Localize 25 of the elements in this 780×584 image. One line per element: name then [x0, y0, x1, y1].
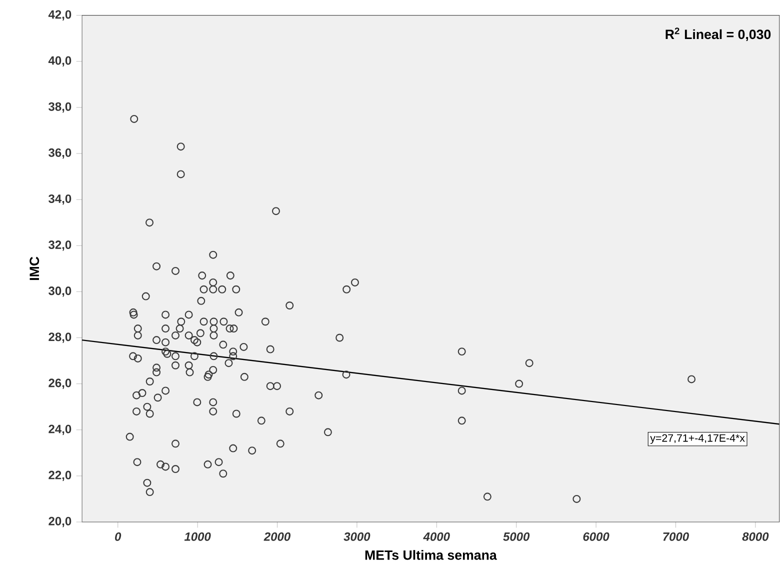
x-axis-title: METs Ultima semana	[365, 550, 497, 560]
annotation: y=27,71+-4,17E-4*x	[650, 434, 745, 444]
x-tick-label: 7000	[663, 532, 689, 541]
y-tick-label: 32,0	[48, 240, 72, 251]
y-tick-label: 42,0	[48, 10, 72, 20]
annotation: R$^{2}$ Lineal = 0,030	[666, 28, 771, 42]
y-axis-title: IMC	[30, 256, 40, 280]
x-tick-label: 3000	[344, 532, 370, 541]
x-tick-label: 6000	[583, 532, 610, 541]
y-tick-label: 30,0	[48, 286, 72, 297]
y-tick-label: 24,0	[48, 424, 72, 435]
x-tick-label: 4000	[423, 532, 450, 541]
y-tick-label: 38,0	[48, 102, 72, 113]
x-tick-label: 0	[115, 532, 122, 541]
y-tick-label: 36,0	[48, 148, 72, 159]
y-tick-label: 28,0	[48, 332, 72, 343]
y-tick-label: 40,0	[48, 56, 72, 67]
x-tick-label: 2000	[264, 532, 290, 541]
x-tick-label: 8000	[742, 532, 769, 541]
y-tick-label: 20,0	[48, 516, 72, 528]
x-tick-label: 5000	[503, 532, 530, 541]
y-tick-label: 22,0	[48, 470, 72, 482]
y-tick-label: 26,0	[48, 378, 72, 389]
x-tick-label: 1000	[184, 532, 211, 541]
y-tick-label: 34,0	[48, 194, 72, 205]
